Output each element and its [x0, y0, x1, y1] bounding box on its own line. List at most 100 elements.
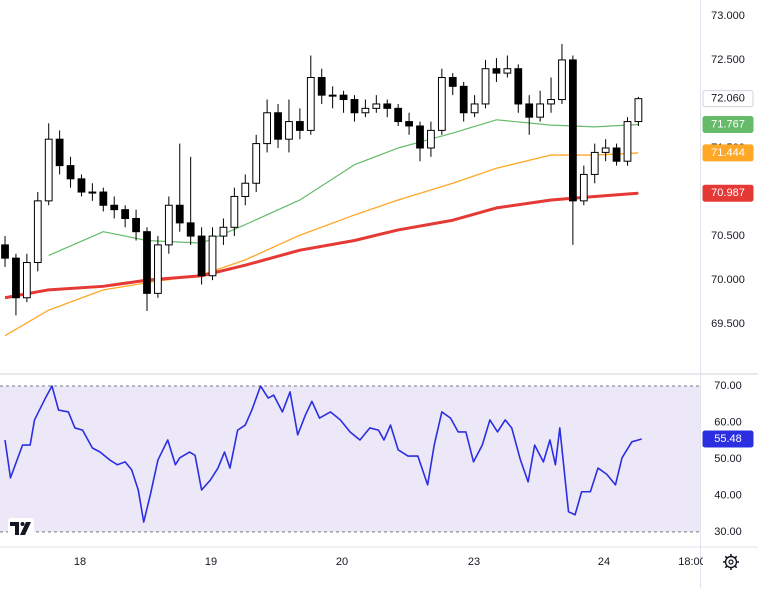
- candle-body: [241, 182, 250, 197]
- price-label: 70.987: [711, 187, 745, 199]
- candle-body: [558, 59, 566, 101]
- candle-body: [547, 99, 555, 105]
- candle-body: [427, 129, 435, 149]
- candle-body: [208, 235, 217, 277]
- candle-body: [448, 77, 457, 87]
- price-label-box: [702, 430, 754, 448]
- candle-body: [274, 112, 282, 140]
- candle-body: [230, 195, 239, 228]
- logo-dot: [20, 522, 25, 526]
- candle-body: [569, 59, 577, 202]
- candle-body: [579, 173, 588, 202]
- price-label: 55.48: [714, 433, 742, 445]
- candle-body: [33, 200, 42, 264]
- candle-body: [383, 103, 392, 109]
- candle-body: [525, 103, 534, 118]
- candle-body: [132, 217, 140, 233]
- candle-body: [514, 68, 523, 105]
- candle-body: [503, 68, 512, 74]
- price-label-box: [702, 90, 754, 108]
- x-tick-label: 20: [336, 556, 348, 568]
- candle-body: [437, 77, 446, 131]
- candle-body: [306, 77, 315, 131]
- gear-hub: [728, 559, 734, 565]
- candle-body: [634, 98, 643, 123]
- price-labels: 71.767 71.444 70.987 72.060 55.48: [702, 90, 754, 448]
- candle-body: [405, 121, 413, 127]
- price-label: 71.767: [711, 118, 745, 130]
- candle-body: [372, 103, 381, 109]
- candle-body: [350, 99, 359, 114]
- candle-body: [328, 94, 337, 97]
- candle-body: [481, 68, 490, 105]
- candle-body: [197, 235, 206, 277]
- candle-body: [339, 94, 348, 101]
- y-tick-label: 73.000: [711, 10, 745, 22]
- candle-body: [1, 244, 9, 259]
- candle-body: [22, 262, 31, 299]
- candle-body: [492, 68, 501, 74]
- time-axis-labels: 18 19 20 23 24 18:00: [74, 556, 706, 568]
- x-tick-label: 18:00: [678, 556, 706, 568]
- y-tick-label: 72.500: [711, 54, 745, 66]
- price-label-box: [702, 184, 754, 202]
- price-label: 72.060: [711, 93, 745, 105]
- x-tick-label: 18: [74, 556, 86, 568]
- candle-body: [295, 121, 304, 131]
- price-label-box: [702, 144, 754, 162]
- candle-body: [252, 143, 261, 184]
- candle-body: [77, 178, 86, 193]
- y-tick-label: 60.00: [714, 416, 742, 428]
- candle-body: [154, 244, 162, 294]
- candle-body: [601, 147, 610, 153]
- logo: [8, 518, 34, 538]
- y-tick-label: 40.00: [714, 489, 742, 501]
- rsi-line: [4, 385, 642, 523]
- background-layer: [0, 385, 700, 533]
- candle-body: [394, 107, 403, 123]
- x-tick-label: 24: [598, 556, 610, 568]
- logo-mark: [20, 522, 31, 535]
- candle-body: [470, 103, 479, 114]
- candle-body: [110, 204, 119, 211]
- y-tick-label: 70.00: [714, 380, 742, 392]
- candle-body: [285, 121, 293, 140]
- candle-body: [361, 107, 370, 114]
- candle-body: [164, 204, 173, 246]
- candle-body: [66, 165, 75, 180]
- candle-body: [623, 121, 632, 162]
- candle-body: [317, 77, 326, 96]
- moving-average-line: [4, 191, 639, 300]
- gear-teeth: [723, 554, 739, 570]
- y-tick-label: 50.00: [714, 453, 742, 465]
- candle-body: [536, 103, 545, 118]
- candle-body: [143, 231, 151, 294]
- candle-body: [263, 112, 271, 145]
- candle-body: [88, 191, 97, 194]
- x-tick-label: 23: [468, 556, 480, 568]
- candle-body: [55, 138, 64, 167]
- candle-body: [44, 138, 53, 202]
- logo-mark: [10, 522, 19, 535]
- y-tick-label: 30.00: [714, 526, 742, 538]
- settings-icon[interactable]: [723, 554, 739, 570]
- candle-body: [121, 209, 130, 219]
- y-tick-label: 70.500: [711, 230, 745, 242]
- y-tick-label: 70.000: [711, 274, 745, 286]
- candle-body: [12, 257, 20, 299]
- candle-body: [416, 125, 424, 149]
- candle-body: [612, 147, 621, 162]
- rsi-band: [0, 386, 700, 532]
- price-label-box: [702, 115, 754, 133]
- candle-body: [459, 85, 468, 114]
- y-tick-label: 69.500: [711, 318, 745, 330]
- candle-body: [175, 204, 184, 224]
- price-label: 71.444: [711, 147, 745, 159]
- candle-body: [186, 222, 195, 237]
- plot-layer: [1, 44, 643, 523]
- candle-body: [99, 191, 108, 206]
- candle-body: [590, 151, 599, 175]
- x-tick-label: 19: [205, 556, 217, 568]
